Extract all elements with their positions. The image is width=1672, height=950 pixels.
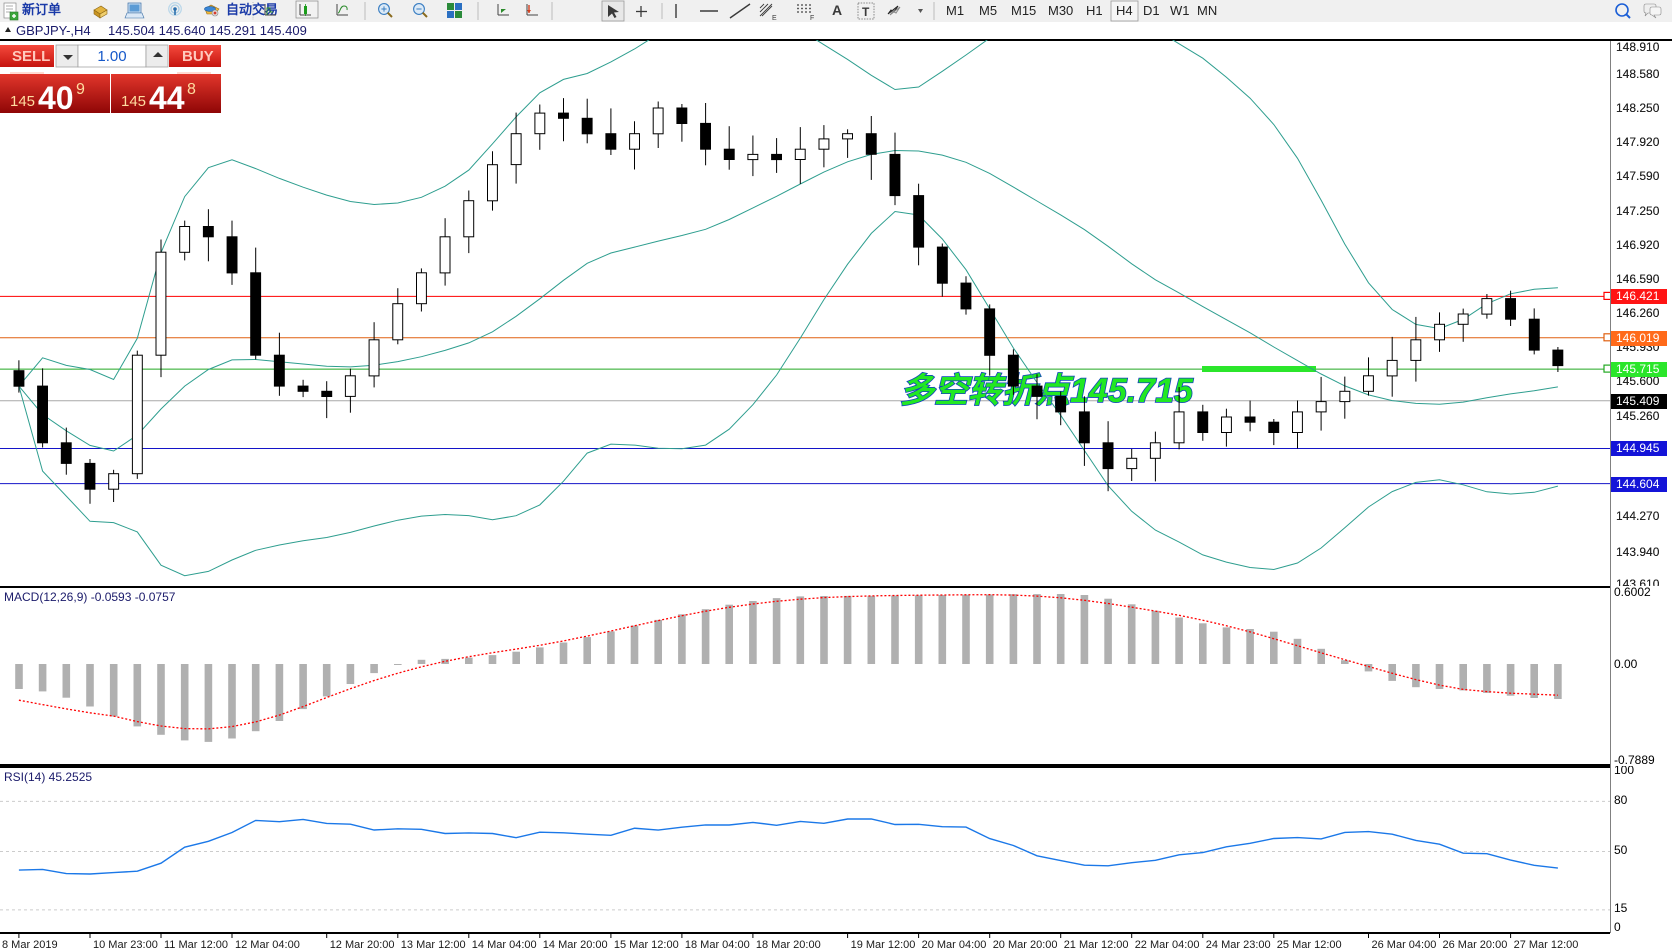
svg-text:-0.7889: -0.7889 <box>1614 753 1655 766</box>
svg-text:D1: D1 <box>1143 3 1160 18</box>
svg-text:26 Mar 20:00: 26 Mar 20:00 <box>1443 939 1508 950</box>
svg-text:27 Mar 12:00: 27 Mar 12:00 <box>1514 939 1579 950</box>
svg-text:0.6002: 0.6002 <box>1614 586 1651 599</box>
svg-text:新订单: 新订单 <box>22 2 61 17</box>
svg-text:15 Mar 12:00: 15 Mar 12:00 <box>614 939 679 950</box>
svg-text:148.250: 148.250 <box>1616 101 1660 115</box>
svg-text:147.920: 147.920 <box>1616 135 1660 149</box>
svg-text:147.250: 147.250 <box>1616 204 1660 218</box>
svg-text:14 Mar 20:00: 14 Mar 20:00 <box>543 939 608 950</box>
svg-text:A: A <box>832 2 842 18</box>
svg-text:10 Mar 23:00: 10 Mar 23:00 <box>93 939 158 950</box>
svg-text:148.910: 148.910 <box>1616 40 1660 54</box>
svg-text:146.421: 146.421 <box>1616 289 1660 303</box>
svg-text:145.715: 145.715 <box>1616 362 1660 376</box>
svg-text:19 Mar 12:00: 19 Mar 12:00 <box>851 939 916 950</box>
svg-text:13 Mar 12:00: 13 Mar 12:00 <box>401 939 466 950</box>
svg-text:15: 15 <box>1614 901 1628 915</box>
svg-text:M30: M30 <box>1048 3 1073 18</box>
svg-text:143.610: 143.610 <box>1616 577 1660 586</box>
svg-text:多空转折点145.715: 多空转折点145.715 <box>900 372 1194 410</box>
svg-text:147.590: 147.590 <box>1616 169 1660 183</box>
svg-text:22 Mar 04:00: 22 Mar 04:00 <box>1135 939 1200 950</box>
svg-text:18 Mar 04:00: 18 Mar 04:00 <box>685 939 750 950</box>
svg-text:80: 80 <box>1614 793 1628 807</box>
svg-text:H1: H1 <box>1086 3 1103 18</box>
svg-text:MN: MN <box>1197 3 1217 18</box>
svg-text:M1: M1 <box>946 3 964 18</box>
svg-text:144.945: 144.945 <box>1616 441 1660 455</box>
svg-text:148.580: 148.580 <box>1616 67 1660 81</box>
svg-text:H4: H4 <box>1116 3 1133 18</box>
svg-text:100: 100 <box>1614 766 1634 777</box>
svg-text:12 Mar 04:00: 12 Mar 04:00 <box>235 939 300 950</box>
svg-text:8 Mar 2019: 8 Mar 2019 <box>2 939 58 950</box>
svg-text:M5: M5 <box>979 3 997 18</box>
svg-text:GBPJPY-,H4: GBPJPY-,H4 <box>16 23 91 38</box>
svg-text:146.019: 146.019 <box>1616 331 1660 345</box>
svg-text:F: F <box>810 15 814 22</box>
svg-text:25 Mar 12:00: 25 Mar 12:00 <box>1277 939 1342 950</box>
svg-text:24 Mar 23:00: 24 Mar 23:00 <box>1206 939 1271 950</box>
svg-text:T: T <box>862 5 870 19</box>
svg-text:11 Mar 12:00: 11 Mar 12:00 <box>164 939 228 950</box>
svg-text:18 Mar 20:00: 18 Mar 20:00 <box>756 939 821 950</box>
svg-text:145.409: 145.409 <box>1616 394 1660 408</box>
svg-text:E: E <box>772 15 777 22</box>
svg-text:145.260: 145.260 <box>1616 409 1660 423</box>
svg-text:145.504 145.640 145.291 145.40: 145.504 145.640 145.291 145.409 <box>108 23 307 38</box>
svg-text:21 Mar 12:00: 21 Mar 12:00 <box>1064 939 1129 950</box>
svg-text:50: 50 <box>1614 843 1628 857</box>
svg-text:26 Mar 04:00: 26 Mar 04:00 <box>1372 939 1437 950</box>
svg-text:143.940: 143.940 <box>1616 545 1660 559</box>
svg-text:146.590: 146.590 <box>1616 272 1660 286</box>
svg-text:M15: M15 <box>1011 3 1036 18</box>
svg-text:144.604: 144.604 <box>1616 477 1660 491</box>
svg-text:144.270: 144.270 <box>1616 509 1660 523</box>
svg-text:12 Mar 20:00: 12 Mar 20:00 <box>330 939 395 950</box>
svg-text:20 Mar 04:00: 20 Mar 04:00 <box>922 939 987 950</box>
svg-text:0: 0 <box>1614 920 1621 933</box>
svg-text:146.260: 146.260 <box>1616 306 1660 320</box>
svg-text:0.00: 0.00 <box>1614 657 1638 671</box>
svg-text:14 Mar 04:00: 14 Mar 04:00 <box>472 939 537 950</box>
svg-text:W1: W1 <box>1170 3 1190 18</box>
svg-text:20 Mar 20:00: 20 Mar 20:00 <box>993 939 1058 950</box>
svg-text:146.920: 146.920 <box>1616 238 1660 252</box>
